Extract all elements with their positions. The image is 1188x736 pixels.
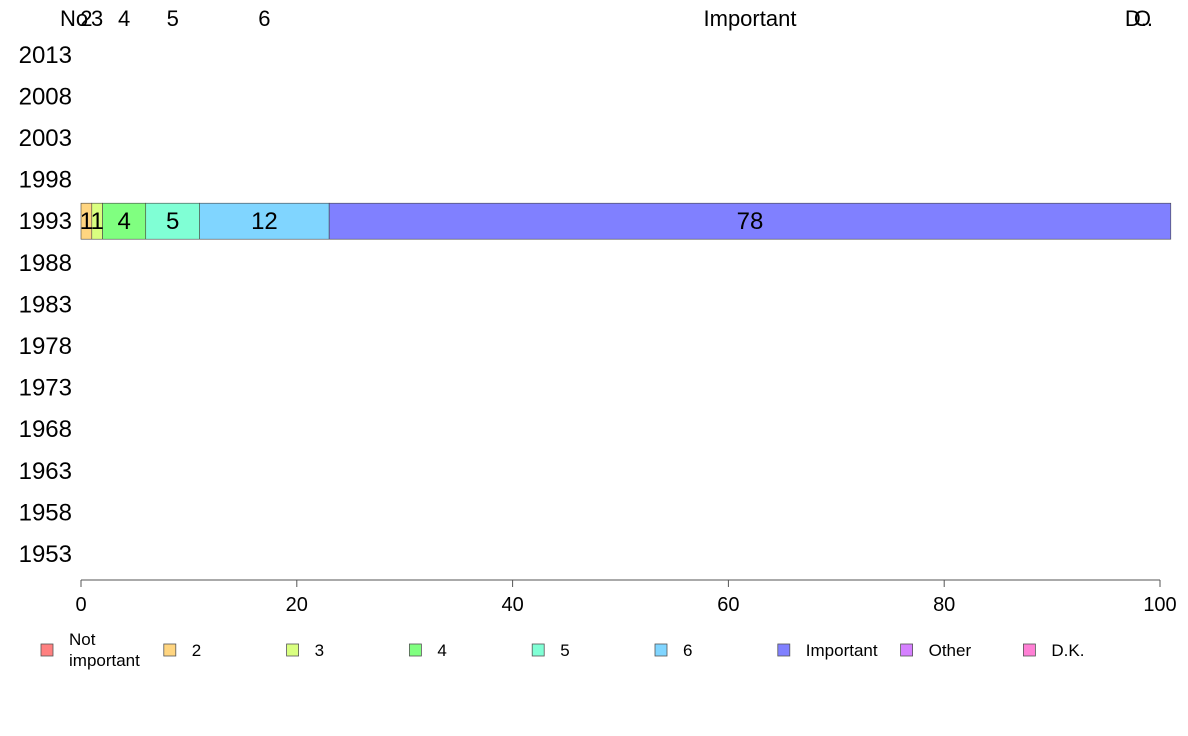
- legend-swatch-d-k-: [1023, 643, 1036, 657]
- segment-value-label: 1: [91, 208, 104, 235]
- legend-swatch-2: [163, 643, 177, 657]
- bar-segment-1993-4: [102, 202, 147, 240]
- year-label-2003: 2003: [19, 125, 72, 152]
- legend-label-3: 3: [315, 641, 324, 660]
- legend-label-line: Important: [806, 641, 878, 660]
- top-label-important: Important: [704, 6, 797, 31]
- legend-label-other: Other: [929, 641, 972, 660]
- year-axis-labels: 2013 2008 2003 1998 1993 1988 1983 1978 1973 1968…: [19, 42, 72, 568]
- year-label-1963: 1963: [19, 458, 72, 485]
- x-tick-label-80: 80: [933, 594, 955, 616]
- year-label-1988: 1988: [19, 250, 72, 277]
- legend-label-line: D.K.: [1051, 641, 1084, 660]
- year-label-1983: 1983: [19, 291, 72, 318]
- legend-swatch-important: [777, 643, 791, 657]
- year-label-1973: 1973: [19, 375, 72, 402]
- legend-label-5: 5: [560, 641, 569, 660]
- year-label-1998: 1998: [19, 167, 72, 194]
- top-label-d-k-: D..: [1125, 6, 1153, 31]
- top-label-2: 2: [80, 6, 92, 31]
- legend-label-line: important: [69, 651, 140, 670]
- legend-label-important: Important: [806, 641, 878, 660]
- top-label-other: O: [1134, 6, 1151, 31]
- year-label-1968: 1968: [19, 416, 72, 443]
- x-tick-label-100: 100: [1143, 594, 1176, 616]
- segment-value-label: 12: [251, 208, 278, 235]
- top-label-not-important: No: [60, 6, 88, 31]
- segment-value-label: 5: [166, 208, 179, 235]
- bars-group: 11 4 5 12 78: [80, 202, 1172, 240]
- year-label-2013: 2013: [19, 42, 72, 69]
- legend-swatch-4: [408, 643, 422, 657]
- legend-label-line: Not: [69, 630, 96, 649]
- legend-label-not-important: Not important: [69, 630, 140, 670]
- legend-label-2: 2: [192, 641, 201, 660]
- year-label-1958: 1958: [19, 499, 72, 526]
- legend-label-line: 3: [315, 641, 324, 660]
- legend-label-line: Other: [929, 641, 972, 660]
- x-tick-label-20: 20: [286, 594, 308, 616]
- legend-swatch-not-important: [40, 643, 54, 657]
- segment-value-label: 78: [737, 208, 764, 235]
- year-label-1953: 1953: [19, 541, 72, 568]
- legend-swatch-3: [286, 643, 300, 657]
- legend-label-4: 4: [437, 641, 446, 660]
- segment-value-label: 4: [117, 208, 130, 235]
- legend-label-line: 4: [437, 641, 446, 660]
- bar-segment-1993-important: [328, 202, 1172, 240]
- top-label-6: 6: [258, 6, 270, 31]
- top-label-5: 5: [167, 6, 179, 31]
- x-tick-label-60: 60: [717, 594, 739, 616]
- legend-swatch-6: [654, 643, 668, 657]
- top-label-4: 4: [118, 6, 130, 31]
- legend-label-6: 6: [683, 641, 692, 660]
- x-axis: 0 20 40 60 80 100: [75, 579, 1177, 616]
- legend-swatch-5: [531, 643, 545, 657]
- year-label-1993: 1993: [19, 208, 72, 235]
- segment-value-label: 1: [80, 208, 93, 235]
- top-label-3: 3: [91, 6, 103, 31]
- year-label-1978: 1978: [19, 333, 72, 360]
- legend-label-line: 6: [683, 641, 692, 660]
- legend-label-line: 5: [560, 641, 569, 660]
- year-label-2008: 2008: [19, 83, 72, 110]
- legend-swatch-other: [900, 643, 913, 657]
- x-tick-label-40: 40: [501, 594, 523, 616]
- legend: Not important 2 3 4 5 6 Important Other D.K.: [40, 630, 1084, 670]
- x-tick-label-0: 0: [75, 594, 86, 616]
- legend-label-line: 2: [192, 641, 201, 660]
- legend-label-d-k-: D.K.: [1051, 641, 1084, 660]
